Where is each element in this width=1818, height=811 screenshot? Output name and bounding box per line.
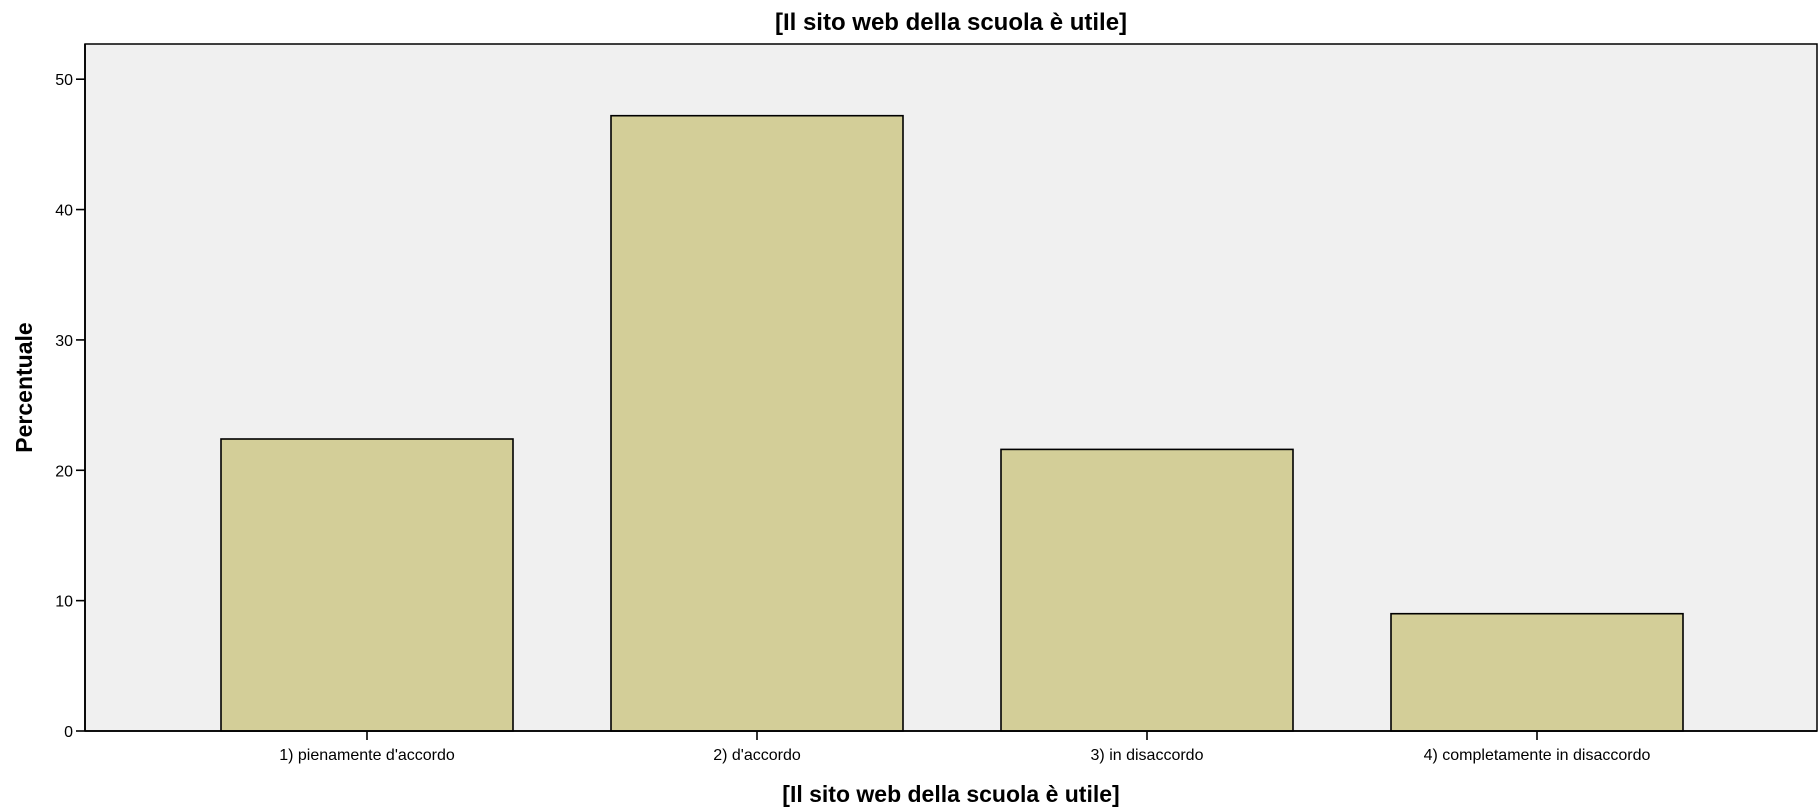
y-tick-label-0: 0 [64, 724, 73, 741]
y-tick-label-40: 40 [55, 203, 73, 220]
axes-group [84, 44, 1817, 732]
bar-2 [610, 114, 904, 732]
y-tick-label-20: 20 [55, 463, 73, 480]
y-tick-label-10: 10 [55, 594, 73, 611]
x-ticks-group: 1) pienamente d'accordo 2) d'accordo 3) in… [279, 731, 1650, 764]
bar-1 [220, 438, 514, 732]
y-tick-label-30: 30 [55, 333, 73, 350]
x-axis-title: [Il sito web della scuola è utile] [782, 781, 1119, 807]
y-tick-label-50: 50 [55, 72, 73, 89]
x-tick-label-2: 2) d'accordo [713, 747, 801, 764]
chart-title: [Il sito web della scuola è utile] [775, 9, 1127, 36]
x-tick-label-3: 3) in disaccordo [1091, 747, 1204, 764]
y-ticks-group: 0 10 20 30 40 50 [55, 72, 85, 741]
x-tick-label-1: 1) pienamente d'accordo [279, 747, 455, 764]
bar-3 [1000, 448, 1294, 732]
y-axis-title: Percentuale [11, 322, 37, 452]
x-tick-label-4: 4) completamente in disaccordo [1424, 747, 1651, 764]
bars-group [220, 114, 1684, 732]
bar-4 [1390, 612, 1684, 732]
